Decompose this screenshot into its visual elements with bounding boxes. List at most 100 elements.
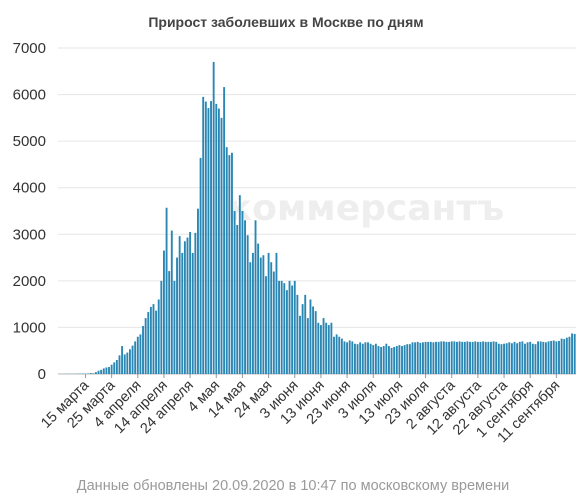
bar [212,61,215,374]
bar [456,341,458,374]
bar [529,341,532,374]
bar [422,342,424,374]
bar [510,343,513,374]
bar [414,342,417,374]
y-tick-label: 6000 [13,87,46,104]
bar [275,252,278,374]
bar [306,318,309,374]
bar [495,341,498,374]
bar [89,373,92,374]
bar [568,336,571,374]
bar [131,345,134,374]
bar [338,336,341,374]
bar [377,346,380,374]
bar [152,304,155,374]
bar [521,341,524,374]
gridlines [58,47,576,375]
bar [233,211,236,374]
bar [539,341,542,374]
bar [364,342,367,374]
bar [283,283,286,374]
bar [390,347,393,374]
bar [419,342,422,374]
bar [225,147,228,374]
y-tick-label: 1000 [13,319,46,336]
bar [534,344,537,374]
update-footnote: Данные обновлены 20.09.2020 в 10:47 по м… [76,478,510,494]
y-axis: 0 1000 2000 3000 4000 5000 6000 7000 [13,40,46,383]
bar [176,257,178,374]
bar [194,232,197,374]
bar [466,341,469,374]
bar [471,341,474,374]
bar [573,333,576,374]
bar [340,338,343,374]
bar [492,341,495,374]
bar [403,345,406,374]
bar [398,345,401,374]
bar [147,312,150,374]
bar [173,280,176,374]
bar [142,326,144,374]
bar [267,252,270,374]
bar [259,257,262,374]
bar [356,344,359,374]
bar [487,341,490,374]
bar [108,367,110,374]
bar [369,343,372,374]
bar [550,340,553,374]
bar [411,342,414,374]
bar [144,318,147,374]
bar [542,341,545,374]
bar [524,343,526,374]
bar [448,341,451,374]
bar [301,304,304,374]
bar [215,103,218,374]
bar [380,346,383,374]
bar [129,349,131,374]
bar [319,325,322,374]
bar [121,346,124,374]
bar [571,333,574,374]
bar [181,252,184,374]
bar [118,355,121,374]
bar [500,344,503,374]
y-tick-label: 3000 [13,226,46,243]
bar [560,338,563,374]
bar [427,341,430,374]
bar [463,341,466,374]
bar [123,354,126,374]
bar [385,343,388,374]
bar [160,280,163,374]
bar [163,250,165,374]
bar [388,346,390,374]
bar [513,341,516,374]
bar [453,341,456,374]
bar [210,101,212,374]
watermark: коммерсантъ [228,188,505,229]
bar [450,341,453,374]
y-tick-label: 0 [38,366,46,383]
bar [220,117,223,375]
bar [249,262,252,374]
bar [416,341,419,374]
bar [115,360,118,374]
bar [217,108,220,374]
bar [374,343,377,374]
bar [359,342,362,374]
bar [236,224,239,374]
bar [165,207,168,374]
bar [526,342,529,374]
bar [126,352,129,374]
bar [280,280,283,374]
bar [395,346,398,374]
bar [505,343,508,374]
bar [351,341,354,374]
bar [207,108,210,374]
bar [278,280,280,374]
bar [469,341,471,374]
bar [178,236,181,374]
bar [372,345,375,374]
bar [238,195,241,374]
